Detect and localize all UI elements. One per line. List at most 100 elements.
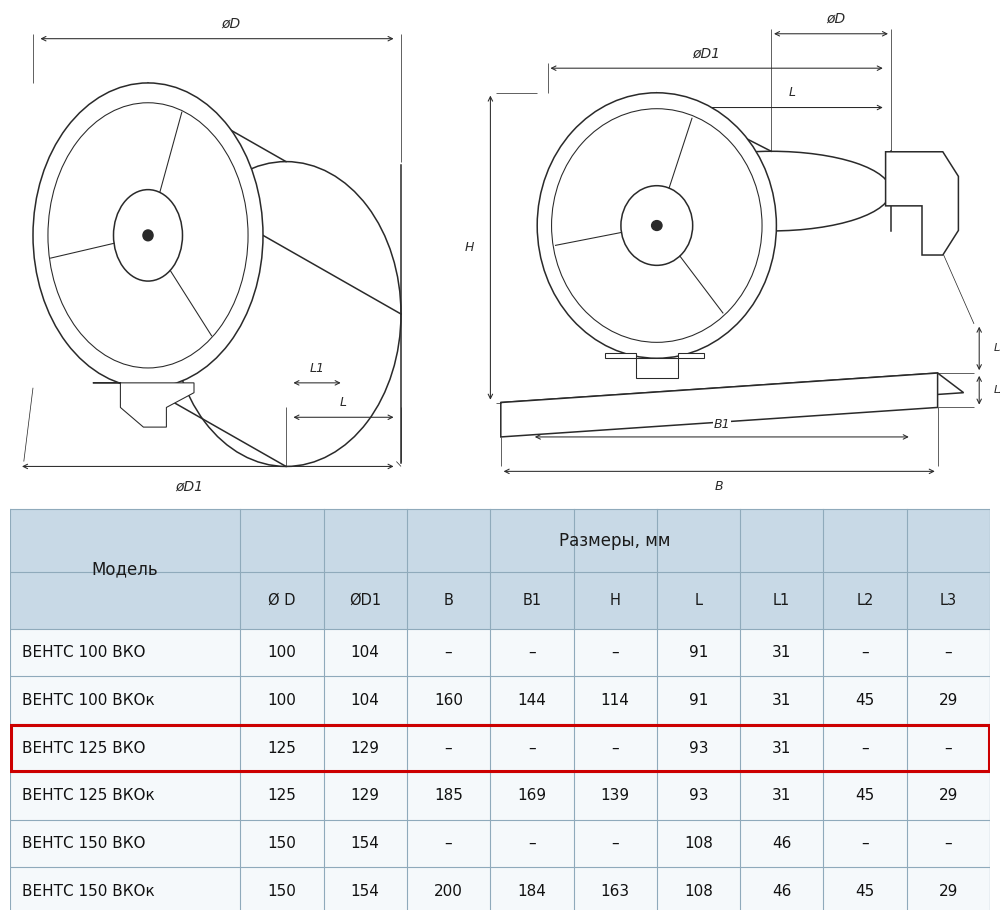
Bar bbox=[10, 509, 240, 629]
Bar bbox=[240, 573, 990, 629]
Text: L2: L2 bbox=[993, 385, 1000, 395]
Polygon shape bbox=[501, 373, 938, 437]
Text: L1: L1 bbox=[310, 361, 325, 375]
Text: 104: 104 bbox=[351, 645, 380, 660]
Text: B: B bbox=[444, 593, 453, 608]
Text: ВЕНТС 125 ВКОк: ВЕНТС 125 ВКОк bbox=[22, 789, 155, 803]
Text: Ø D: Ø D bbox=[268, 593, 296, 608]
Text: 108: 108 bbox=[684, 884, 713, 899]
Text: –: – bbox=[945, 836, 952, 851]
Text: –: – bbox=[528, 645, 536, 660]
Bar bbox=[10, 820, 990, 868]
Text: 31: 31 bbox=[772, 645, 791, 660]
Text: ØD1: ØD1 bbox=[349, 593, 381, 608]
Ellipse shape bbox=[652, 152, 891, 231]
Text: 163: 163 bbox=[601, 884, 630, 899]
Text: 184: 184 bbox=[517, 884, 546, 899]
Text: øD1: øD1 bbox=[692, 47, 720, 61]
Text: 45: 45 bbox=[855, 693, 875, 708]
Text: 46: 46 bbox=[772, 836, 791, 851]
Text: –: – bbox=[445, 741, 452, 755]
Text: L1: L1 bbox=[773, 593, 790, 608]
Text: 154: 154 bbox=[351, 836, 380, 851]
Text: 125: 125 bbox=[268, 789, 296, 803]
Text: ВЕНТС 125 ВКО: ВЕНТС 125 ВКО bbox=[22, 741, 145, 755]
Text: 169: 169 bbox=[517, 789, 546, 803]
Text: 200: 200 bbox=[434, 884, 463, 899]
Polygon shape bbox=[605, 353, 704, 378]
Text: 160: 160 bbox=[434, 693, 463, 708]
Text: 45: 45 bbox=[855, 789, 875, 803]
Polygon shape bbox=[501, 373, 964, 422]
Text: B1: B1 bbox=[713, 418, 730, 431]
Text: øD1: øD1 bbox=[175, 479, 203, 494]
Text: 100: 100 bbox=[268, 645, 296, 660]
Text: øD: øD bbox=[221, 17, 240, 31]
Text: 100: 100 bbox=[268, 693, 296, 708]
Text: L2: L2 bbox=[856, 593, 874, 608]
Text: 29: 29 bbox=[939, 884, 958, 899]
Text: B: B bbox=[715, 480, 724, 493]
Text: –: – bbox=[861, 645, 869, 660]
Text: 114: 114 bbox=[601, 693, 630, 708]
Text: 45: 45 bbox=[855, 884, 875, 899]
Text: 150: 150 bbox=[268, 884, 296, 899]
Text: –: – bbox=[861, 741, 869, 755]
Text: –: – bbox=[945, 741, 952, 755]
Text: 91: 91 bbox=[689, 645, 708, 660]
Bar bbox=[240, 509, 990, 573]
Text: 154: 154 bbox=[351, 884, 380, 899]
Text: 104: 104 bbox=[351, 693, 380, 708]
Polygon shape bbox=[886, 152, 958, 255]
Text: ВЕНТС 100 ВКОк: ВЕНТС 100 ВКОк bbox=[22, 693, 155, 708]
Text: 129: 129 bbox=[351, 789, 380, 803]
Text: –: – bbox=[611, 836, 619, 851]
Text: –: – bbox=[611, 741, 619, 755]
Text: 150: 150 bbox=[268, 836, 296, 851]
Bar bbox=[10, 772, 990, 820]
Text: 108: 108 bbox=[684, 836, 713, 851]
Polygon shape bbox=[93, 383, 194, 427]
Text: 139: 139 bbox=[601, 789, 630, 803]
Text: H: H bbox=[465, 241, 474, 255]
Text: ВЕНТС 150 ВКО: ВЕНТС 150 ВКО bbox=[22, 836, 145, 851]
Text: 31: 31 bbox=[772, 789, 791, 803]
Ellipse shape bbox=[652, 221, 662, 231]
Text: 93: 93 bbox=[689, 741, 708, 755]
Ellipse shape bbox=[114, 189, 182, 281]
Text: ВЕНТС 150 ВКОк: ВЕНТС 150 ВКОк bbox=[22, 884, 155, 899]
Text: 129: 129 bbox=[351, 741, 380, 755]
Ellipse shape bbox=[537, 93, 776, 358]
Text: L3: L3 bbox=[940, 593, 957, 608]
Text: –: – bbox=[445, 645, 452, 660]
Text: L3: L3 bbox=[993, 344, 1000, 354]
Text: 31: 31 bbox=[772, 693, 791, 708]
Ellipse shape bbox=[171, 162, 401, 467]
Text: 125: 125 bbox=[268, 741, 296, 755]
Text: 29: 29 bbox=[939, 693, 958, 708]
Text: ВЕНТС 100 ВКО: ВЕНТС 100 ВКО bbox=[22, 645, 145, 660]
Text: –: – bbox=[945, 645, 952, 660]
Text: B1: B1 bbox=[522, 593, 541, 608]
Text: L1: L1 bbox=[680, 123, 696, 136]
Bar bbox=[10, 868, 990, 915]
Bar bbox=[11, 725, 989, 771]
Text: L: L bbox=[694, 593, 702, 608]
Text: –: – bbox=[611, 645, 619, 660]
Bar bbox=[10, 676, 990, 724]
Text: –: – bbox=[861, 836, 869, 851]
Text: Размеры, мм: Размеры, мм bbox=[559, 532, 671, 550]
Text: H: H bbox=[610, 593, 621, 608]
Ellipse shape bbox=[621, 186, 693, 266]
Text: 29: 29 bbox=[939, 789, 958, 803]
Bar bbox=[10, 724, 990, 772]
Text: –: – bbox=[445, 836, 452, 851]
Text: L: L bbox=[340, 396, 347, 409]
Ellipse shape bbox=[33, 83, 263, 388]
Text: –: – bbox=[528, 741, 536, 755]
Text: øD: øD bbox=[827, 12, 846, 26]
Text: Модель: Модель bbox=[92, 561, 158, 578]
Text: 93: 93 bbox=[689, 789, 708, 803]
Ellipse shape bbox=[143, 230, 153, 241]
Text: 91: 91 bbox=[689, 693, 708, 708]
